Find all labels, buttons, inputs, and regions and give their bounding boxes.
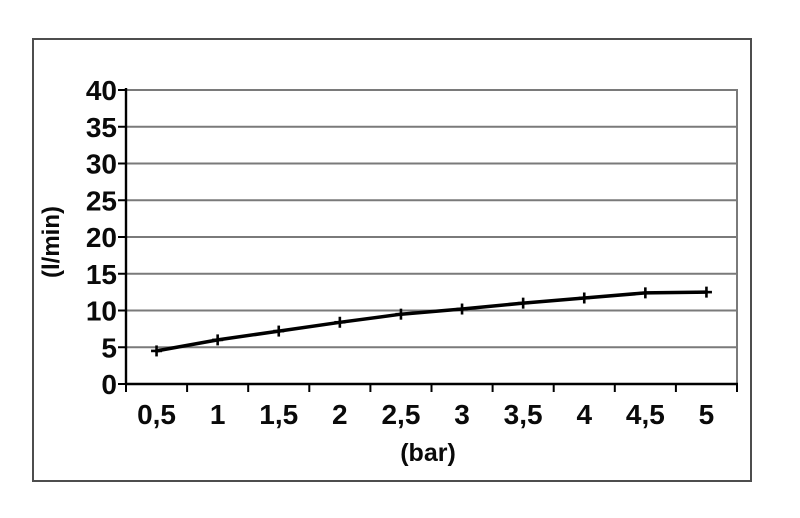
x-tick-label-1: 1	[210, 399, 226, 430]
x-tick-label-5: 3	[454, 399, 470, 430]
x-axis-title: (bar)	[400, 439, 456, 467]
x-tick-label-2: 1,5	[259, 399, 298, 430]
y-tick-label-35: 35	[86, 112, 117, 143]
y-tick-label-0: 0	[101, 369, 117, 400]
y-tick-label-30: 30	[86, 149, 117, 180]
x-tick-label-8: 4,5	[626, 399, 665, 430]
y-axis-title: (l/min)	[38, 206, 65, 278]
x-tick-label-9: 5	[699, 399, 715, 430]
x-tick-label-4: 2,5	[381, 399, 420, 430]
x-tick-label-6: 3,5	[504, 399, 543, 430]
y-tick-label-20: 20	[86, 222, 117, 253]
x-tick-label-0: 0,5	[137, 399, 176, 430]
y-tick-label-10: 10	[86, 296, 117, 327]
figure-border	[32, 38, 752, 482]
x-tick-label-3: 2	[332, 399, 348, 430]
y-tick-label-15: 15	[86, 259, 117, 290]
y-tick-label-40: 40	[86, 75, 117, 106]
y-tick-label-25: 25	[86, 185, 117, 216]
x-tick-label-7: 4	[576, 399, 592, 430]
series-line-flow-rate	[154, 290, 709, 353]
y-tick-label-5: 5	[101, 332, 117, 363]
